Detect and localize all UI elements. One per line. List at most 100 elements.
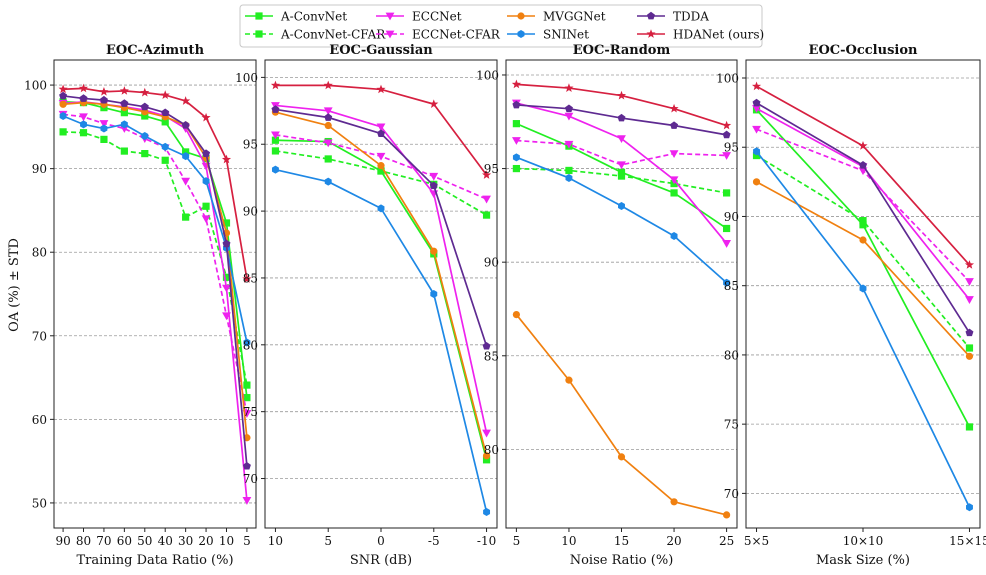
- series-a-convnet-cfar: [59, 128, 251, 389]
- data-point: [323, 80, 333, 90]
- series-eccnet-cfar: [752, 125, 974, 286]
- legend-label: MVGGNet: [543, 10, 606, 24]
- data-point: [119, 86, 129, 95]
- data-point: [616, 90, 627, 100]
- data-point: [376, 123, 386, 132]
- legend-marker: [255, 12, 263, 20]
- x-axis-label: Mask Size (%): [816, 553, 910, 568]
- legend-marker: [517, 12, 525, 20]
- data-point: [324, 177, 332, 186]
- x-tick-label: 25: [719, 534, 734, 548]
- data-point: [482, 211, 491, 219]
- data-point: [243, 394, 251, 402]
- series-mvggnet: [271, 108, 491, 460]
- legend-entry-mvggnet: MVGGNet: [507, 10, 606, 24]
- data-point: [271, 165, 279, 174]
- data-point: [181, 177, 191, 186]
- series-line: [755, 150, 971, 508]
- data-point: [723, 189, 731, 197]
- data-point: [140, 102, 149, 111]
- legend: A-ConvNet A-ConvNet-CFAR ECCNet ECCNet-CFAR…: [239, 4, 764, 48]
- data-point: [324, 121, 332, 130]
- data-point: [723, 278, 731, 287]
- series-sninet: [753, 147, 973, 512]
- data-point: [242, 461, 251, 470]
- y-tick-label: 50: [32, 496, 47, 510]
- data-point: [617, 113, 626, 122]
- plot-frame: [264, 59, 498, 529]
- x-tick-label: -5: [428, 534, 440, 548]
- data-point: [965, 328, 974, 337]
- data-point: [752, 125, 761, 134]
- x-tick-label: 5×5: [744, 534, 769, 548]
- y-tick-label: 95: [484, 162, 499, 176]
- data-point: [565, 376, 573, 384]
- plot-frame: [745, 59, 981, 529]
- series-line: [63, 100, 248, 398]
- data-point: [512, 310, 520, 319]
- legend-label: SNINet: [543, 28, 589, 42]
- data-point: [723, 224, 731, 233]
- data-point: [222, 219, 231, 227]
- data-point: [201, 215, 211, 224]
- data-point: [202, 177, 210, 186]
- series-eccnet-cfar: [511, 137, 732, 170]
- data-point: [512, 153, 520, 162]
- series-hdanet-ours: [58, 83, 252, 283]
- series-a-convnet-cfar: [752, 151, 974, 352]
- series-line: [62, 113, 248, 414]
- data-point: [722, 240, 732, 248]
- series-line: [756, 107, 971, 301]
- data-point: [242, 497, 252, 505]
- data-point: [271, 131, 280, 140]
- series-sninet: [271, 165, 491, 516]
- panel-eoc-occlusion: EOC-Occlusion 70 75 80 85 90 95 100 5×5 10×10 15×1…: [716, 43, 986, 568]
- y-tick-label: 70: [724, 487, 739, 501]
- data-point: [670, 498, 678, 506]
- data-point: [482, 341, 491, 350]
- data-point: [965, 296, 974, 304]
- data-point: [965, 423, 974, 431]
- series-line: [62, 95, 248, 467]
- y-axis-label: OA (%) ± STD: [7, 238, 22, 332]
- data-point: [859, 217, 867, 225]
- data-point: [565, 166, 573, 175]
- x-tick-label: 5: [513, 534, 521, 548]
- y-tick-label: 90: [32, 162, 47, 176]
- data-point: [243, 338, 251, 347]
- panel-title: EOC-Occlusion: [809, 43, 918, 58]
- data-point: [617, 168, 626, 176]
- data-point: [222, 273, 231, 281]
- legend-entry-eccnet-cfar: ECCNet-CFAR: [376, 28, 501, 42]
- data-point: [324, 113, 333, 121]
- y-tick-label: 90: [484, 256, 499, 270]
- series-sninet: [512, 153, 731, 287]
- data-point: [140, 87, 150, 97]
- y-tick-label: 100: [235, 71, 258, 85]
- data-point: [617, 135, 626, 144]
- panel-title: EOC-Gaussian: [329, 43, 433, 58]
- series-eccnet: [752, 105, 974, 304]
- series-eccnet: [58, 98, 252, 505]
- data-point: [429, 172, 439, 181]
- x-tick-label: 20: [666, 534, 681, 548]
- y-tick-label: 100: [24, 79, 47, 93]
- series-mvggnet: [752, 178, 974, 360]
- data-point: [377, 204, 385, 213]
- data-point: [511, 79, 521, 89]
- series-hdanet-ours: [270, 80, 492, 179]
- y-tick-label: 70: [32, 329, 47, 343]
- data-point: [670, 121, 679, 129]
- y-tick-label: 85: [484, 349, 499, 363]
- x-tick-label: 15: [614, 534, 629, 548]
- data-point: [120, 109, 128, 117]
- legend-marker: [647, 11, 655, 20]
- data-point: [669, 150, 679, 158]
- data-point: [79, 94, 88, 102]
- x-tick-label: 10×10: [843, 534, 884, 548]
- data-point: [482, 195, 491, 204]
- series-line: [62, 115, 248, 343]
- series-line: [516, 139, 727, 166]
- data-point: [564, 104, 573, 113]
